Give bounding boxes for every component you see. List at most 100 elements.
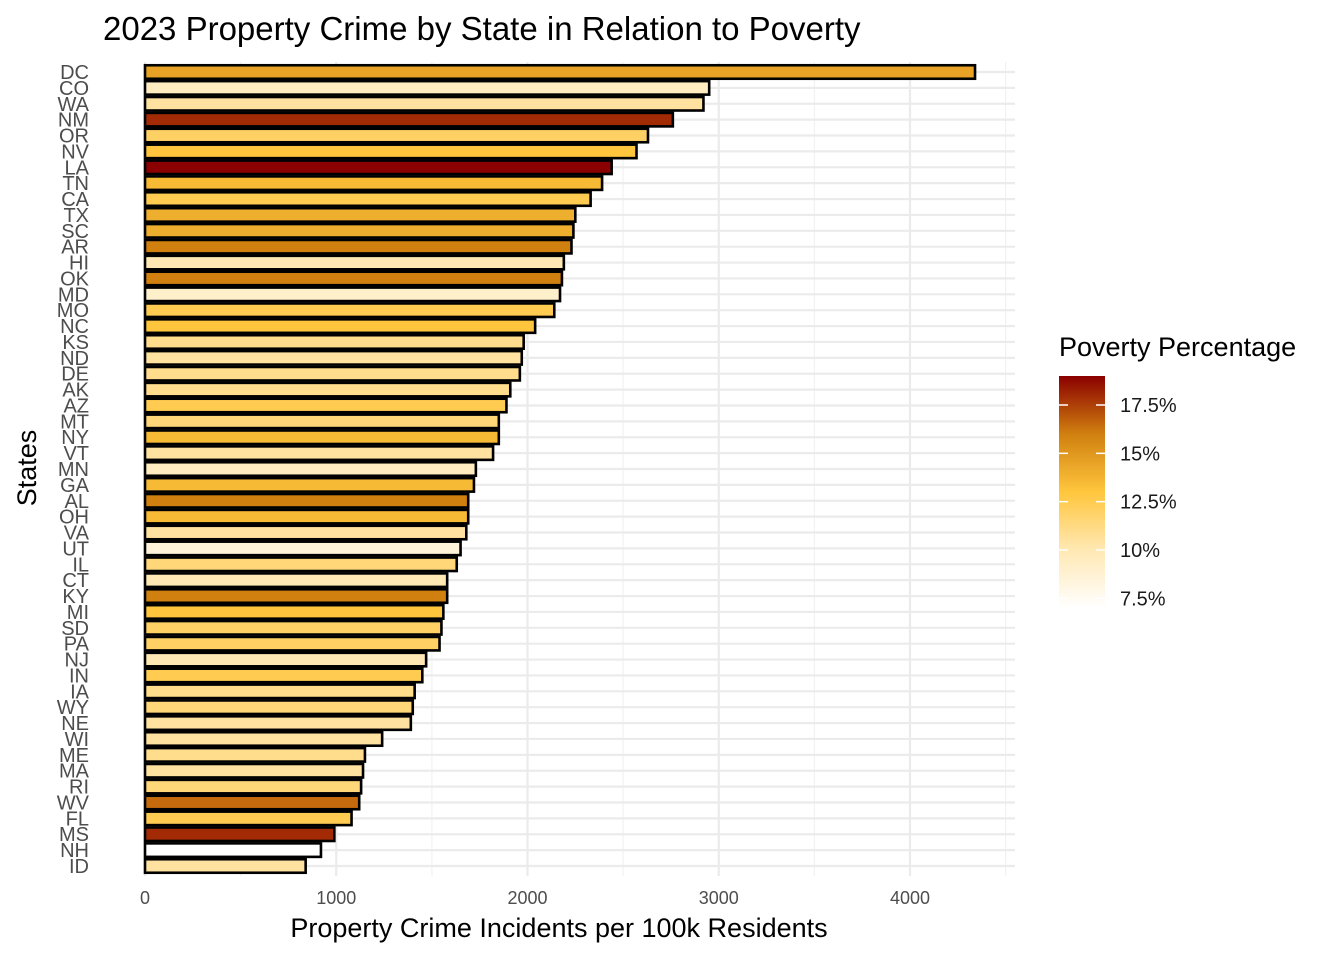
state-label-mi: MI bbox=[67, 602, 89, 624]
state-label-ny: NY bbox=[61, 427, 89, 449]
state-label-dc: DC bbox=[60, 62, 89, 84]
state-label-pa: PA bbox=[64, 634, 90, 656]
legend: Poverty Percentage 7.5% 10% 12.5% 15% 17.5% bbox=[1059, 332, 1296, 610]
bar-nh bbox=[143, 842, 323, 859]
state-label-ky: KY bbox=[62, 586, 89, 608]
bar-tx bbox=[143, 206, 577, 223]
bar-id bbox=[143, 857, 307, 875]
bar-wi bbox=[143, 730, 384, 748]
state-label-ri: RI bbox=[69, 777, 89, 799]
state-label-mt: MT bbox=[60, 411, 89, 433]
state-label-in: IN bbox=[69, 665, 89, 687]
bar-hi bbox=[143, 254, 566, 271]
bar-tn bbox=[143, 175, 604, 192]
bar-nm bbox=[143, 111, 675, 128]
state-label-tx: TX bbox=[63, 205, 89, 227]
state-label-hi: HI bbox=[69, 253, 89, 275]
bar-la bbox=[143, 159, 613, 176]
state-label-tn: TN bbox=[62, 173, 89, 195]
state-label-ma: MA bbox=[59, 761, 90, 783]
x-tick-label: 1000 bbox=[316, 888, 356, 908]
bar-ne bbox=[143, 715, 413, 732]
bar-fl bbox=[143, 810, 353, 827]
state-label-ar: AR bbox=[61, 237, 89, 259]
legend-tick-label: 7.5% bbox=[1120, 588, 1166, 610]
bar-ut bbox=[143, 540, 462, 557]
bar-pa bbox=[143, 635, 441, 652]
state-label-sc: SC bbox=[61, 221, 89, 243]
state-label-sd: SD bbox=[61, 618, 89, 640]
x-tick-label: 0 bbox=[140, 888, 150, 908]
y-axis-title: States bbox=[12, 430, 42, 507]
bar-in bbox=[143, 667, 424, 684]
bar-sd bbox=[143, 619, 443, 636]
state-label-fl: FL bbox=[66, 808, 89, 830]
state-label-nc: NC bbox=[60, 316, 89, 338]
bar-ia bbox=[143, 683, 416, 700]
bar-ny bbox=[143, 429, 501, 446]
state-label-ut: UT bbox=[62, 538, 89, 560]
state-label-wa: WA bbox=[58, 94, 90, 116]
chart-title: 2023 Property Crime by State in Relation… bbox=[103, 10, 861, 47]
state-label-or: OR bbox=[59, 126, 89, 148]
legend-tick-label: 12.5% bbox=[1120, 492, 1177, 514]
bar-ks bbox=[143, 333, 525, 351]
state-label-wi: WI bbox=[65, 729, 89, 751]
bar-ok bbox=[143, 270, 564, 287]
state-label-ks: KS bbox=[62, 332, 89, 354]
state-label-nj: NJ bbox=[65, 650, 89, 672]
bar-ky bbox=[143, 587, 449, 605]
bar-me bbox=[143, 746, 367, 763]
state-label-az: AZ bbox=[63, 395, 89, 417]
state-label-wy: WY bbox=[57, 697, 89, 719]
state-label-la: LA bbox=[65, 157, 90, 179]
bar-or bbox=[143, 127, 650, 144]
state-label-il: IL bbox=[72, 554, 89, 576]
bar-ga bbox=[143, 476, 476, 493]
state-label-ia: IA bbox=[70, 681, 90, 703]
state-labels: DCCOWANMORNVLATNCATXSCARHIOKMDMONCKSNDDE… bbox=[57, 62, 90, 878]
state-label-ne: NE bbox=[61, 713, 89, 735]
bar-mt bbox=[143, 413, 501, 430]
state-label-ga: GA bbox=[60, 475, 90, 497]
bar-wa bbox=[143, 95, 705, 112]
bar-mo bbox=[143, 302, 556, 319]
state-label-me: ME bbox=[59, 745, 89, 767]
bar-wy bbox=[143, 699, 415, 716]
legend-ticks: 7.5% 10% 12.5% 15% 17.5% bbox=[1059, 395, 1177, 610]
state-label-co: CO bbox=[59, 78, 89, 100]
state-label-al: AL bbox=[65, 491, 89, 513]
bar-ri bbox=[143, 778, 363, 795]
state-label-ms: MS bbox=[59, 824, 89, 846]
state-label-wv: WV bbox=[57, 792, 90, 814]
x-tick-labels: 0 1000 2000 3000 4000 bbox=[140, 888, 930, 908]
bar-sc bbox=[143, 222, 575, 239]
bar-nc bbox=[143, 318, 537, 335]
state-label-nm: NM bbox=[58, 110, 89, 132]
bar-ct bbox=[143, 572, 449, 589]
bar-vt bbox=[143, 445, 495, 462]
bar-ak bbox=[143, 381, 512, 398]
state-label-ak: AK bbox=[62, 380, 89, 402]
state-label-mn: MN bbox=[58, 459, 89, 481]
bar-mn bbox=[143, 460, 478, 478]
bar-wv bbox=[143, 794, 361, 811]
state-label-nd: ND bbox=[60, 348, 89, 370]
bar-mi bbox=[143, 603, 445, 620]
bar-nv bbox=[143, 143, 638, 160]
bar-layer bbox=[143, 63, 977, 875]
state-label-id: ID bbox=[69, 856, 89, 878]
state-label-mo: MO bbox=[57, 300, 89, 322]
bar-az bbox=[143, 397, 508, 414]
bar-nj bbox=[143, 651, 428, 668]
x-tick-label: 4000 bbox=[890, 888, 930, 908]
bar-al bbox=[143, 492, 470, 509]
state-label-vt: VT bbox=[63, 443, 89, 465]
x-axis-title: Property Crime Incidents per 100k Reside… bbox=[290, 913, 827, 943]
legend-tick-label: 15% bbox=[1120, 443, 1160, 465]
bar-dc bbox=[143, 63, 977, 81]
x-tick-label: 3000 bbox=[699, 888, 739, 908]
bar-nd bbox=[143, 349, 524, 366]
bar-il bbox=[143, 556, 459, 573]
